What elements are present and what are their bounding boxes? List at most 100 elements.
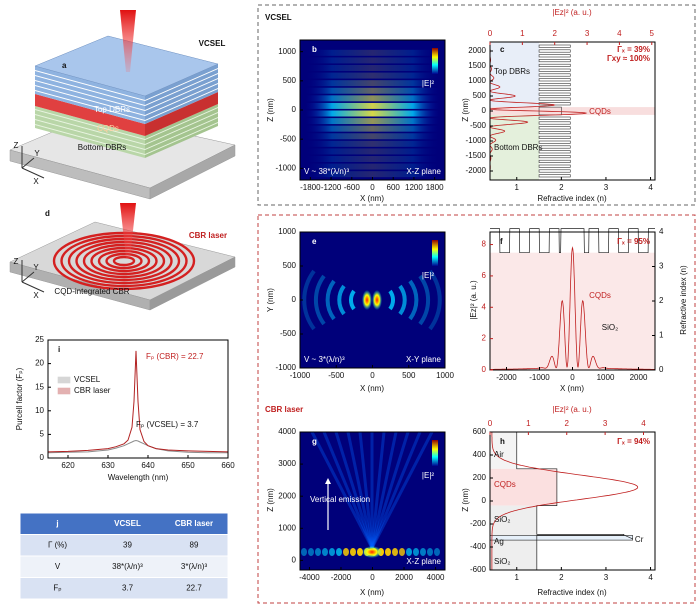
label: 3 bbox=[603, 419, 608, 428]
label: 20 bbox=[35, 359, 44, 368]
heat-stripe bbox=[305, 87, 440, 94]
label: Γ (%) bbox=[48, 540, 67, 549]
label: Cr bbox=[635, 535, 644, 544]
dbr-layer bbox=[538, 59, 571, 63]
shape bbox=[145, 117, 218, 150]
axis-arrow bbox=[21, 146, 45, 179]
heat-stripe bbox=[305, 110, 440, 117]
label: 1000 bbox=[597, 373, 615, 382]
label: 2 bbox=[659, 296, 664, 305]
shape bbox=[35, 70, 145, 101]
shape bbox=[145, 122, 218, 155]
heat-spot bbox=[343, 548, 349, 556]
label: 4000 bbox=[427, 573, 445, 582]
label: 650 bbox=[181, 461, 195, 470]
label: 4 bbox=[482, 302, 487, 311]
label: a bbox=[62, 61, 67, 70]
cbr-box bbox=[257, 214, 696, 604]
dbr-layer bbox=[538, 150, 571, 154]
label: -500 bbox=[280, 329, 297, 338]
dbr-layer bbox=[538, 63, 571, 67]
label: 2000 bbox=[395, 573, 413, 582]
label: X bbox=[33, 291, 39, 300]
label: g bbox=[312, 437, 317, 446]
heat-stripe bbox=[305, 118, 440, 125]
heat-stripe bbox=[305, 65, 440, 71]
label: Y (nm) bbox=[266, 288, 275, 312]
dbr-layer bbox=[538, 87, 571, 91]
ag-layer bbox=[489, 535, 634, 541]
label: 15 bbox=[35, 382, 44, 391]
label: V bbox=[55, 562, 61, 571]
label: Top DBRs bbox=[94, 105, 130, 114]
heat-spot bbox=[392, 548, 398, 556]
label: -600 bbox=[344, 183, 361, 192]
label: 400 bbox=[473, 450, 487, 459]
label: 39 bbox=[123, 540, 132, 549]
label: 0 bbox=[370, 573, 375, 582]
heat-stripe bbox=[305, 163, 440, 170]
dbr-layer bbox=[538, 73, 571, 77]
shape bbox=[145, 68, 218, 101]
label: 5 bbox=[40, 430, 45, 439]
label: Z bbox=[14, 257, 19, 266]
label: 8 bbox=[482, 240, 487, 249]
label: -1500 bbox=[466, 151, 487, 160]
label: SiO₂ bbox=[494, 557, 510, 566]
label: X (nm) bbox=[360, 384, 384, 393]
label: 2 bbox=[565, 419, 570, 428]
label: -2000 bbox=[331, 573, 352, 582]
label: 2 bbox=[559, 573, 564, 582]
dbr-layer bbox=[538, 116, 571, 120]
label: Refractive index (n) bbox=[537, 588, 607, 597]
heat-spot bbox=[427, 548, 433, 556]
label: Z (nm) bbox=[461, 98, 470, 122]
label: b bbox=[312, 45, 317, 54]
shape bbox=[35, 75, 145, 106]
label: Refractive index (n) bbox=[679, 265, 688, 335]
heat-ray bbox=[370, 431, 434, 549]
label: 4000 bbox=[278, 427, 296, 436]
dbr-layer bbox=[538, 155, 571, 159]
label: 1000 bbox=[436, 371, 454, 380]
label: -500 bbox=[328, 371, 345, 380]
label: VCSEL bbox=[74, 375, 101, 384]
shape bbox=[145, 107, 218, 140]
label: CQD-integrated CBR bbox=[54, 287, 129, 296]
shape bbox=[35, 109, 145, 140]
plot-frame bbox=[47, 339, 229, 459]
label: 3 bbox=[659, 262, 664, 271]
label: CBR laser bbox=[74, 386, 111, 395]
dbr-layer bbox=[538, 145, 571, 149]
heat-ray bbox=[358, 431, 374, 549]
shape bbox=[120, 10, 136, 72]
label: VCSEL bbox=[199, 39, 226, 48]
label: 3*(λ/n)³ bbox=[181, 562, 208, 571]
label: f bbox=[500, 237, 503, 246]
label: Air bbox=[494, 450, 504, 459]
label: c bbox=[500, 45, 505, 54]
label: X-Y plane bbox=[406, 355, 442, 364]
ring bbox=[105, 252, 143, 270]
dbr-layer bbox=[538, 97, 571, 101]
heat-spot bbox=[357, 548, 363, 556]
dbr-layer bbox=[538, 159, 571, 163]
label: 4 bbox=[617, 29, 622, 38]
shape bbox=[145, 83, 218, 116]
heat-ray bbox=[370, 431, 422, 549]
label: |E|² bbox=[422, 79, 434, 88]
label: 500 bbox=[283, 261, 297, 270]
label: CQDs bbox=[97, 124, 119, 133]
label: Y bbox=[34, 149, 40, 158]
label: CQDs bbox=[589, 291, 611, 300]
label: 2 bbox=[559, 183, 564, 192]
label: Z (nm) bbox=[461, 488, 470, 512]
label: X (nm) bbox=[560, 384, 584, 393]
heat-core bbox=[372, 290, 382, 310]
label: -2000 bbox=[466, 166, 487, 175]
label: -500 bbox=[470, 121, 487, 130]
dbr-layer bbox=[538, 169, 571, 173]
label: 1000 bbox=[278, 523, 296, 532]
label: 0 bbox=[370, 371, 375, 380]
label: 200 bbox=[473, 473, 487, 482]
